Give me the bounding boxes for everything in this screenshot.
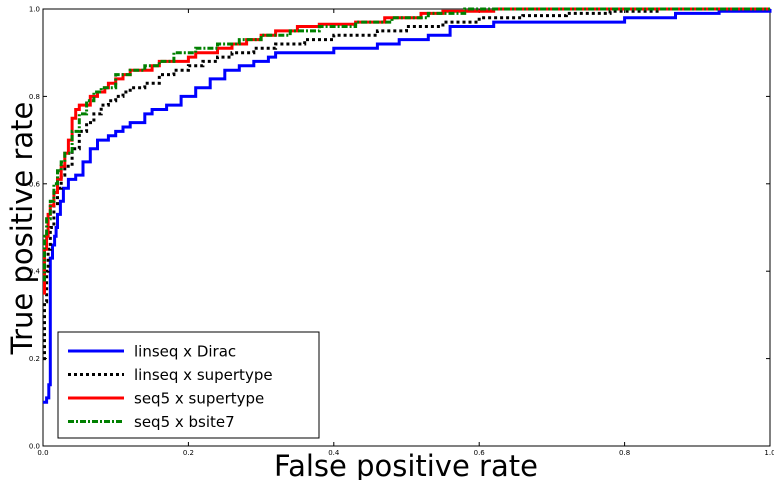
x-tick-label: 0.4 (328, 449, 340, 457)
y-tick-label: 0.6 (29, 180, 41, 188)
series-line-1 (43, 9, 772, 404)
legend-items: linseq x Dirac linseq x supertype seq5 x s… (68, 343, 273, 431)
series-line-3 (43, 7, 770, 295)
legend-label-4: seq5 x bsite7 (134, 413, 235, 431)
legend-label-3: seq5 x supertype (134, 390, 264, 408)
legend: linseq x Dirac linseq x supertype seq5 x s… (57, 331, 320, 439)
y-tick-label: 0.0 (29, 443, 40, 451)
axis-ticks: 0.0 0.2 0.4 0.6 0.8 1.0 0.0 0.2 0.4 0.6 0.8 1.0 (29, 6, 774, 458)
y-tick-label: 0.4 (29, 268, 41, 276)
x-tick-label: 0.2 (183, 449, 194, 457)
x-tick-label: 0.6 (474, 449, 486, 457)
x-axis-label: False positive rate (274, 449, 538, 480)
x-tick-label: 0.0 (37, 449, 48, 457)
y-axis-label: True positive rate (5, 102, 39, 356)
y-tick-label: 1.0 (29, 6, 40, 14)
legend-label-2: linseq x supertype (134, 366, 273, 384)
x-tick-label: 1.0 (764, 449, 774, 457)
legend-label-1: linseq x Dirac (134, 343, 236, 361)
x-tick-label: 0.8 (619, 449, 630, 457)
y-tick-label: 0.2 (29, 355, 40, 363)
y-tick-label: 0.8 (29, 93, 40, 101)
series-line-2 (43, 7, 770, 361)
series-line-4 (43, 7, 770, 282)
series-layer (43, 7, 772, 404)
